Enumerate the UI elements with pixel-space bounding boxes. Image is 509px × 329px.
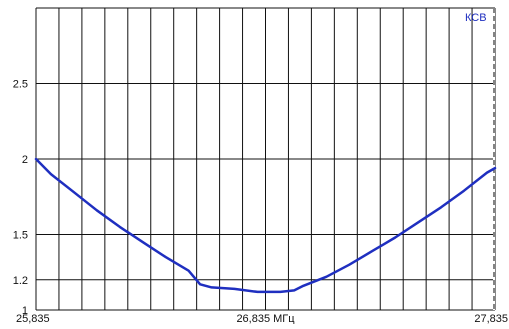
x-tick-label: 27,835: [474, 313, 508, 324]
y-tick-label: 1.2: [13, 275, 28, 287]
y-tick-label: 1: [22, 305, 28, 317]
swr-curve: [34, 157, 497, 294]
grid-lines: [35, 7, 496, 311]
axis-tick-labels: 1 1.2 1.5 2 2.5 25,835 26,835 МГц 27,835: [13, 79, 508, 326]
x-tick-label: 25,835: [16, 313, 50, 324]
y-tick-label: 2.5: [13, 79, 28, 91]
y-tick-label: 1.5: [13, 230, 28, 242]
x-tick-label: 26,835 МГц: [236, 313, 295, 324]
y-tick-label: 2: [22, 154, 28, 166]
series-label: КСВ: [465, 12, 487, 24]
series-layer: [34, 157, 497, 294]
